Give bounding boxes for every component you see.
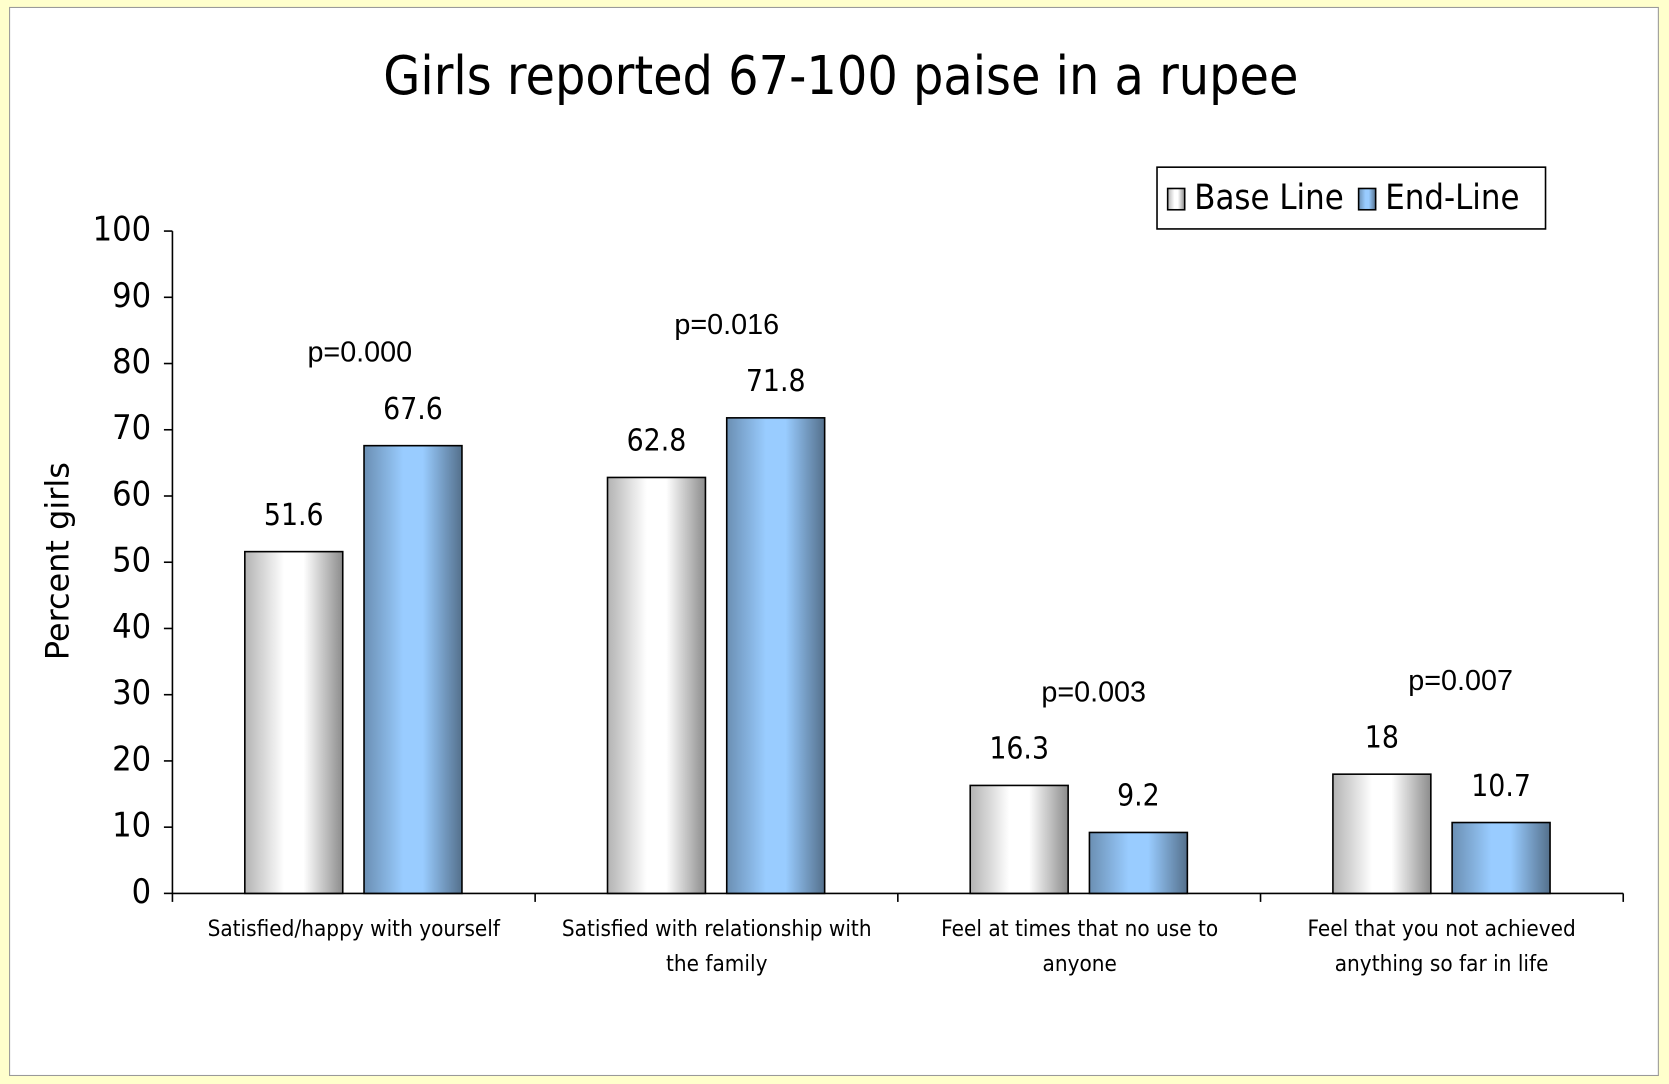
y-tick-label: 40 bbox=[112, 606, 151, 646]
y-tick-label: 20 bbox=[112, 739, 151, 779]
bar bbox=[606, 476, 707, 895]
legend-swatch bbox=[1357, 187, 1377, 211]
annotation: p=0.003 bbox=[1041, 676, 1146, 708]
bar bbox=[1088, 831, 1189, 895]
legend-swatch bbox=[1166, 187, 1186, 211]
bar bbox=[244, 550, 344, 895]
x-tick-label-box: Satisfied with relationship with the fam… bbox=[561, 915, 872, 977]
bar bbox=[969, 784, 1069, 895]
x-tick-label: Satisfied/happy with yourself bbox=[207, 915, 500, 942]
y-tick-label: 60 bbox=[112, 474, 151, 514]
annotation: p=0.007 bbox=[1408, 665, 1513, 697]
chart-title: Girls reported 67-100 paise in a rupee bbox=[383, 45, 1298, 107]
x-tick-label-box: Feel at times that no use to anyone bbox=[940, 915, 1218, 977]
data-label: 71.8 bbox=[746, 364, 806, 399]
y-tick-label: 80 bbox=[112, 341, 151, 381]
data-label: 67.6 bbox=[383, 392, 443, 427]
legend-label: Base Line bbox=[1194, 176, 1343, 217]
y-axis-label: Percent girls bbox=[39, 462, 77, 660]
data-label: 9.2 bbox=[1117, 778, 1160, 813]
data-label: 62.8 bbox=[627, 423, 687, 458]
data-label: 51.6 bbox=[264, 498, 324, 533]
y-tick-label: 70 bbox=[112, 408, 151, 448]
bar bbox=[1332, 773, 1432, 895]
annotation: p=0.016 bbox=[674, 309, 779, 341]
y-tick-label: 50 bbox=[112, 540, 151, 580]
x-tick-label-box: Feel that you not achieved anything so f… bbox=[1307, 915, 1577, 977]
y-tick-label: 90 bbox=[112, 275, 151, 315]
data-label: 16.3 bbox=[989, 731, 1049, 766]
legend-label: End-Line bbox=[1385, 176, 1519, 217]
annotation: p=0.000 bbox=[307, 337, 412, 369]
x-tick-label-box: Satisfied/happy with yourself bbox=[207, 915, 500, 942]
x-tick-label: Feel at times that no use to anyone bbox=[940, 915, 1218, 977]
data-label: 18 bbox=[1365, 720, 1399, 755]
legend-box bbox=[1156, 166, 1547, 230]
y-tick-label: 0 bbox=[132, 871, 152, 911]
bar bbox=[725, 417, 826, 895]
y-tick-label: 100 bbox=[93, 209, 152, 249]
bar bbox=[363, 444, 463, 895]
bar bbox=[1451, 821, 1551, 895]
data-label: 10.7 bbox=[1471, 768, 1531, 803]
y-tick-label: 10 bbox=[112, 805, 151, 845]
x-tick-label: Feel that you not achieved anything so f… bbox=[1307, 915, 1577, 977]
x-tick-label: Satisfied with relationship with the fam… bbox=[561, 915, 872, 977]
y-tick-label: 30 bbox=[112, 673, 151, 713]
